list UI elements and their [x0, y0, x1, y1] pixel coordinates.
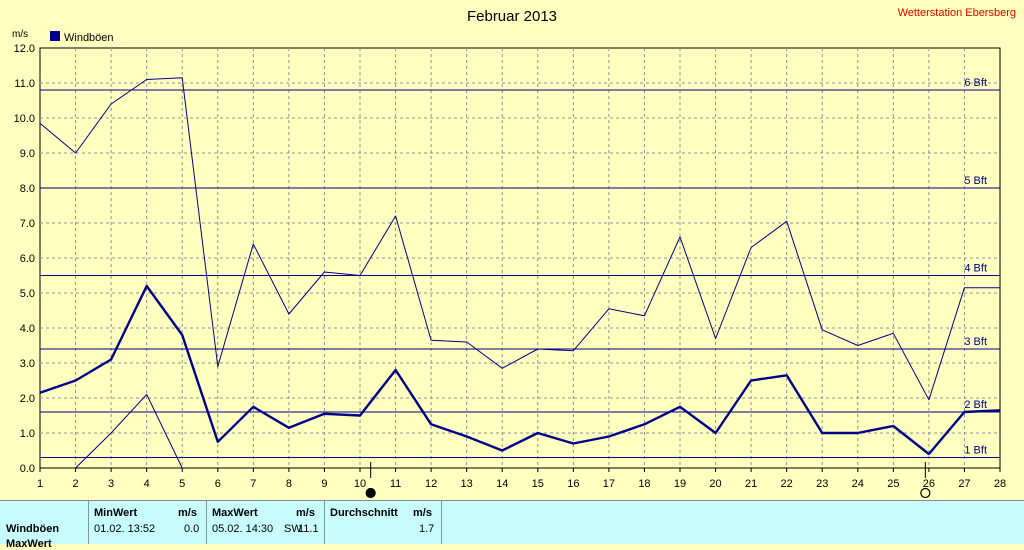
y-tick-label: 0.0: [20, 463, 35, 475]
stats-divider: [206, 501, 207, 544]
x-tick-label: 25: [887, 478, 899, 490]
y-tick-label: 11.0: [14, 78, 35, 90]
chart: Februar 2013 Wetterstation Ebersberg m/s…: [12, 7, 1016, 499]
y-tick-label: 6.0: [20, 253, 35, 265]
x-tick-label: 2: [72, 478, 78, 490]
series-line-mean: [39, 284, 1001, 456]
x-tick-label: 20: [709, 478, 721, 490]
x-tick-label: 23: [816, 478, 828, 490]
y-tick-label: 7.0: [20, 218, 35, 230]
x-tick-label: 6: [215, 478, 221, 490]
x-tick-label: 12: [425, 478, 437, 490]
max-header: MaxWert: [212, 507, 258, 519]
y-tick-label: 3.0: [20, 358, 35, 370]
x-tick-label: 21: [745, 478, 757, 490]
max-time: 05.02. 14:30: [212, 523, 274, 535]
beaufort-label: 6 Bft: [964, 77, 987, 89]
x-tick-label: 19: [674, 478, 686, 490]
legend-swatch: [50, 31, 60, 41]
y-tick-label: 5.0: [20, 288, 35, 300]
x-tick-label: 24: [852, 478, 864, 490]
x-tick-label: 5: [179, 478, 185, 490]
stats-row-label: Windböen: [6, 523, 60, 535]
plot-area: 1 Bft 2 Bft 3 Bft 4 Bft 5 Bft 6 Bft: [39, 47, 1001, 469]
x-tick-label: 15: [532, 478, 544, 490]
x-tick-label: 4: [144, 478, 150, 490]
max-direction: SW: [284, 523, 302, 535]
x-tick-label: 11: [390, 478, 401, 490]
new-moon-icon: [920, 487, 931, 499]
beaufort-label: 3 Bft: [964, 336, 987, 348]
avg-unit: m/s: [413, 507, 432, 519]
min-header: MinWert: [94, 507, 138, 519]
y-tick-label: 8.0: [20, 183, 35, 195]
avg-value: 1.7: [419, 523, 435, 535]
chart-title: Februar 2013: [467, 8, 557, 25]
y-tick-label: 2.0: [20, 393, 35, 405]
x-tick-label: 3: [108, 478, 114, 490]
stats-row2-label: MaxWert: [6, 538, 52, 550]
stats-divider: [441, 501, 442, 544]
series-line-min: [75, 394, 183, 469]
x-tick-label: 26: [923, 478, 935, 490]
min-value: 0.0: [184, 523, 200, 535]
x-tick-label: 27: [958, 478, 970, 490]
x-tick-label: 9: [321, 478, 327, 490]
max-unit: m/s: [296, 507, 315, 519]
full-moon-icon: [365, 487, 376, 499]
min-unit: m/s: [178, 507, 197, 519]
x-tick-label: 17: [603, 478, 615, 490]
station-name: Wetterstation Ebersberg: [898, 7, 1016, 19]
x-tick-label: 18: [638, 478, 650, 490]
x-tick-label: 16: [567, 478, 579, 490]
beaufort-label: 4 Bft: [964, 263, 987, 275]
x-tick-label: 10: [354, 478, 366, 490]
y-tick-label: 4.0: [20, 323, 35, 335]
x-tick-label: 22: [781, 478, 793, 490]
max-value: 11.1: [298, 523, 319, 535]
y-tick-label: 12.0: [14, 43, 35, 55]
y-axis-unit: m/s: [12, 29, 28, 40]
x-tick-label: 1: [37, 478, 43, 490]
min-time: 01.02. 13:52: [94, 523, 156, 535]
stats-divider: [324, 501, 325, 544]
stats-panel: MinWert m/s MaxWert m/s Durchschnitt m/s…: [0, 500, 1024, 550]
axis-ticks: 0.01.02.03.04.05.06.07.08.09.010.011.012…: [14, 43, 1006, 499]
beaufort-label: 1 Bft: [964, 445, 987, 457]
legend-label: Windböen: [64, 32, 114, 44]
y-tick-label: 10.0: [14, 113, 35, 125]
y-tick-label: 9.0: [20, 148, 35, 160]
x-tick-label: 13: [461, 478, 473, 490]
beaufort-label: 2 Bft: [964, 399, 987, 411]
x-tick-label: 28: [994, 478, 1006, 490]
avg-header: Durchschnitt: [330, 507, 398, 519]
beaufort-label: 5 Bft: [964, 175, 987, 187]
x-tick-label: 7: [250, 478, 256, 490]
x-tick-label: 8: [286, 478, 292, 490]
stats-divider: [88, 501, 89, 544]
y-tick-label: 1.0: [20, 428, 35, 440]
series-line-max: [39, 77, 1000, 401]
x-tick-label: 14: [496, 478, 508, 490]
